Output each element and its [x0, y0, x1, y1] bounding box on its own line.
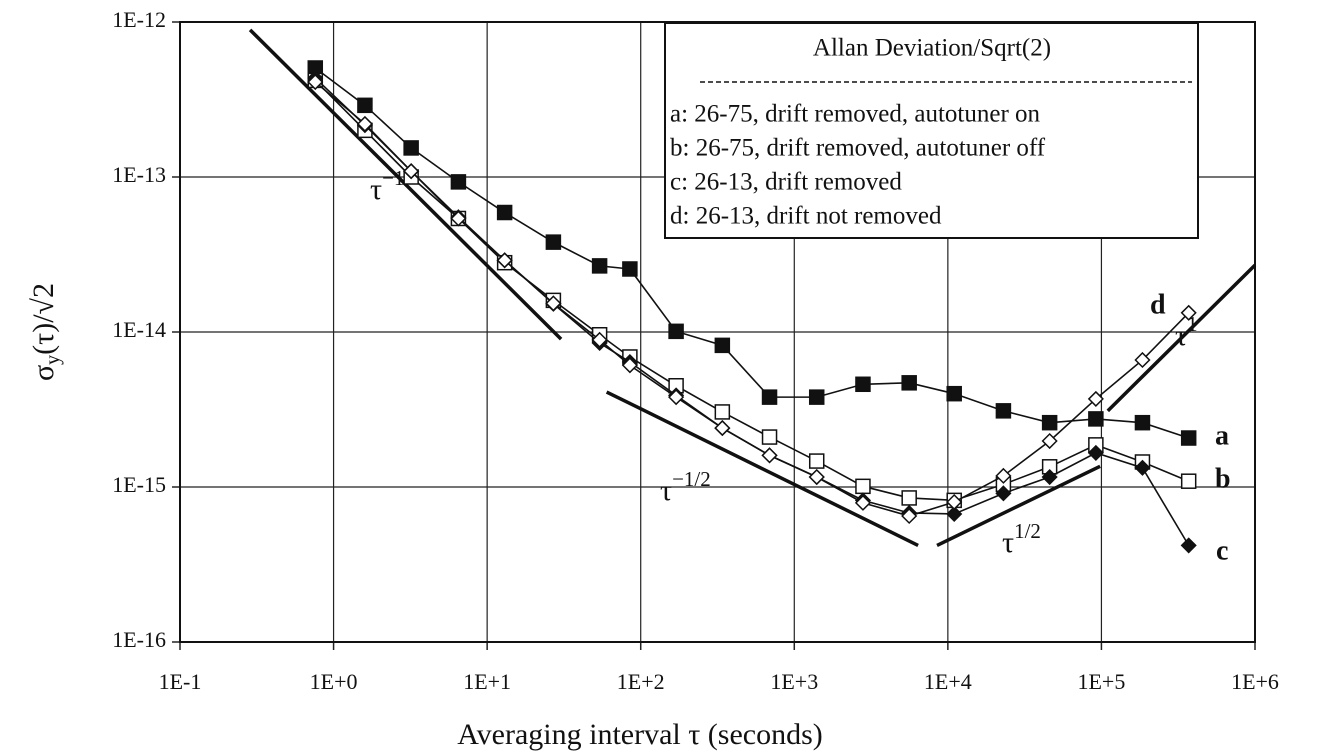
marker [1134, 459, 1151, 476]
marker [1180, 304, 1197, 321]
reference-line [936, 464, 1101, 547]
marker [761, 447, 778, 464]
legend-entry: c: 26-13, drift removed [670, 169, 902, 196]
x-tick-label: 1E+1 [463, 669, 511, 694]
x-tick-label: 1E+3 [770, 669, 818, 694]
marker [1180, 537, 1197, 554]
marker [591, 331, 608, 348]
legend-entry: d: 26-13, drift not removed [670, 203, 942, 230]
marker [545, 234, 562, 250]
marker [901, 375, 917, 391]
marker [668, 389, 685, 406]
marker [403, 140, 419, 156]
y-tick-label: 1E-12 [112, 7, 166, 32]
slope-label: τ1/2 [1002, 519, 1041, 559]
y-tick-label: 1E-16 [112, 627, 166, 652]
marker [545, 295, 562, 312]
slope-exponent: −1 [382, 166, 404, 190]
marker [1087, 390, 1104, 407]
y-axis-label: σy(τ)/√2 [27, 283, 64, 381]
marker [450, 210, 467, 227]
slope-label: τ−1 [370, 166, 404, 206]
series-tag: d [1150, 289, 1166, 320]
marker [1087, 444, 1104, 461]
marker [1041, 414, 1058, 431]
marker [946, 493, 963, 511]
marker [591, 258, 608, 274]
marker [714, 337, 731, 354]
slope-base: τ [1175, 319, 1187, 352]
x-tick-label: 1E+2 [617, 669, 665, 694]
marker [450, 174, 467, 190]
marker [403, 163, 420, 180]
reference-line [1106, 263, 1257, 413]
x-tick-label: 1E+6 [1231, 669, 1279, 694]
marker [1134, 351, 1151, 369]
slope-exponent: 1/2 [1014, 519, 1041, 543]
series-tag: a [1215, 420, 1229, 451]
legend-entry: b: 26-75, drift removed, autotuner off [670, 135, 1046, 162]
y-tick-label: 1E-15 [112, 472, 166, 497]
marker [1180, 473, 1197, 489]
x-axis-label: Averaging interval τ (seconds) [457, 718, 823, 751]
x-tick-label: 1E+4 [924, 669, 972, 694]
y-label-sub: y [42, 355, 64, 365]
slope-label: τ1 [1175, 312, 1198, 352]
series-line [314, 81, 1190, 517]
x-tick-label: 1E-1 [159, 669, 202, 694]
y-tick-label: 1E-14 [112, 317, 166, 342]
marker [808, 389, 825, 405]
series-tag: b [1215, 463, 1231, 494]
marker [946, 385, 962, 402]
marker [995, 403, 1012, 419]
marker [307, 73, 324, 91]
marker [668, 323, 684, 340]
slope-base: τ [370, 173, 382, 206]
marker [808, 468, 825, 486]
marker [854, 494, 872, 511]
marker [357, 97, 373, 114]
slope-exponent: 1 [1187, 312, 1198, 336]
y-tick-label: 1E-13 [112, 162, 166, 187]
x-tick-label: 1E+5 [1077, 669, 1125, 694]
y-label-rest: (τ)/√2 [27, 283, 60, 355]
marker [1041, 432, 1058, 450]
slope-exponent: −1/2 [672, 467, 711, 491]
marker [622, 261, 638, 277]
marker [855, 478, 871, 495]
slope-base: τ [1002, 526, 1014, 559]
marker [808, 453, 825, 469]
marker [995, 467, 1012, 484]
marker [714, 420, 731, 437]
marker [901, 490, 917, 506]
marker [1134, 414, 1151, 431]
marker [1041, 468, 1058, 486]
marker [1088, 411, 1104, 427]
legend-entry: a: 26-75, drift removed, autotuner on [670, 101, 1041, 128]
legend-box [664, 22, 1199, 239]
marker [1180, 430, 1197, 446]
marker [761, 429, 778, 445]
marker [901, 507, 918, 525]
legend: Allan Deviation/Sqrt(2) a: 26-75, drift r… [664, 22, 1199, 239]
x-tick-label: 1E+0 [310, 669, 358, 694]
marker [761, 389, 778, 405]
marker [855, 376, 871, 393]
legend-title: Allan Deviation/Sqrt(2) [813, 35, 1051, 62]
slope-base: τ [660, 474, 672, 507]
series-tag: c [1216, 535, 1228, 566]
slope-label: τ−1/2 [660, 467, 711, 507]
marker [995, 485, 1012, 502]
marker [714, 404, 731, 420]
marker [946, 505, 963, 523]
y-label-main: σ [27, 365, 60, 381]
marker [496, 252, 513, 269]
marker [621, 357, 638, 374]
marker [496, 204, 513, 221]
reference-line [605, 390, 919, 547]
marker [356, 115, 373, 132]
